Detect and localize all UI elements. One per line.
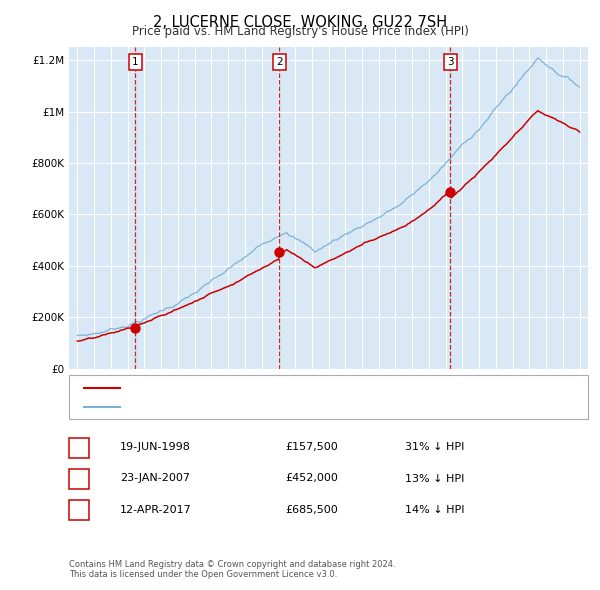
Text: 23-JAN-2007: 23-JAN-2007 (120, 474, 190, 483)
Text: 13% ↓ HPI: 13% ↓ HPI (405, 474, 464, 483)
Text: 1: 1 (76, 442, 82, 452)
Text: Contains HM Land Registry data © Crown copyright and database right 2024.: Contains HM Land Registry data © Crown c… (69, 560, 395, 569)
Text: 19-JUN-1998: 19-JUN-1998 (120, 442, 191, 452)
Text: This data is licensed under the Open Government Licence v3.0.: This data is licensed under the Open Gov… (69, 571, 337, 579)
Text: £157,500: £157,500 (285, 442, 338, 452)
Text: 3: 3 (76, 505, 82, 514)
Text: HPI: Average price, detached house, Woking: HPI: Average price, detached house, Woki… (127, 402, 348, 411)
Text: 2: 2 (76, 474, 82, 483)
Text: 2, LUCERNE CLOSE, WOKING, GU22 7SH: 2, LUCERNE CLOSE, WOKING, GU22 7SH (153, 15, 447, 30)
Text: £685,500: £685,500 (285, 505, 338, 514)
Text: Price paid vs. HM Land Registry's House Price Index (HPI): Price paid vs. HM Land Registry's House … (131, 25, 469, 38)
Text: 1: 1 (132, 57, 139, 67)
Text: 31% ↓ HPI: 31% ↓ HPI (405, 442, 464, 452)
Text: 14% ↓ HPI: 14% ↓ HPI (405, 505, 464, 514)
Text: 2, LUCERNE CLOSE, WOKING, GU22 7SH (detached house): 2, LUCERNE CLOSE, WOKING, GU22 7SH (deta… (127, 383, 418, 393)
Text: 3: 3 (447, 57, 454, 67)
Text: £452,000: £452,000 (285, 474, 338, 483)
Text: 12-APR-2017: 12-APR-2017 (120, 505, 192, 514)
Text: 2: 2 (276, 57, 283, 67)
